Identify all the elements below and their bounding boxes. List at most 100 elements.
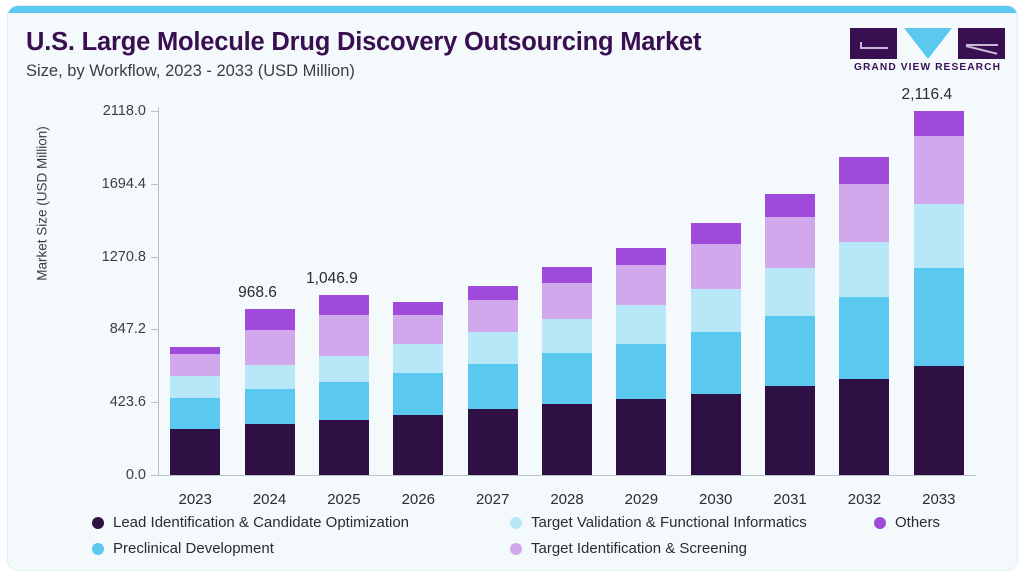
bar-segment[interactable] [318, 420, 369, 475]
bar-segment[interactable] [542, 266, 592, 283]
bar-column[interactable]: 2023 [158, 6, 232, 570]
bar-segment[interactable] [170, 428, 221, 475]
legend-item-label: Lead Identification & Candidate Optimiza… [113, 514, 410, 531]
bar-segment[interactable] [839, 157, 890, 184]
bar-segment[interactable] [467, 363, 518, 410]
bar-segment[interactable] [170, 376, 221, 398]
bar-segment[interactable] [765, 217, 816, 269]
bar-column[interactable]: 2032 [827, 6, 901, 570]
bar-segment[interactable] [244, 330, 295, 366]
bar-column[interactable]: 2027 [456, 6, 530, 570]
stacked-bar[interactable] [542, 266, 592, 475]
bar-segment[interactable] [170, 354, 221, 377]
bar-segment[interactable] [616, 343, 667, 400]
bar-segment[interactable] [244, 308, 295, 330]
bar-segment[interactable] [542, 282, 592, 319]
bar-segment[interactable] [467, 299, 518, 333]
legend-item-label: Target Validation & Functional Informati… [531, 514, 807, 531]
stacked-bar[interactable] [244, 308, 295, 475]
bar-segment[interactable] [690, 331, 741, 395]
x-axis-tick-label: 2029 [624, 491, 659, 508]
stacked-bar[interactable] [765, 194, 816, 475]
bar-segment[interactable] [839, 183, 890, 243]
stacked-bar[interactable] [393, 302, 444, 475]
legend-item[interactable]: Target Identification & Screening [510, 540, 747, 557]
legend-item-label: Target Identification & Screening [531, 540, 747, 557]
bar-segment[interactable] [393, 373, 444, 415]
bar-segment[interactable] [393, 414, 444, 475]
bar-column[interactable]: 2,116.4 2033 [902, 6, 976, 570]
bar-segment[interactable] [839, 297, 890, 380]
bar-column[interactable]: 2026 [381, 6, 455, 570]
logo-v-triangle-icon [904, 28, 952, 59]
bar-segment[interactable] [542, 353, 592, 404]
bar-value-label: 968.6 [238, 283, 277, 301]
y-axis-tick-mark [151, 256, 158, 258]
bar-segment[interactable] [690, 394, 741, 475]
bar-segment[interactable] [318, 381, 369, 421]
bar-segment[interactable] [913, 111, 964, 137]
stacked-bar[interactable] [690, 223, 741, 475]
bar-column[interactable]: 2028 [530, 6, 604, 570]
y-axis-tick-mark [151, 183, 158, 185]
bar-segment[interactable] [839, 242, 890, 298]
legend-item[interactable]: Others [874, 514, 940, 531]
bar-segment[interactable] [393, 314, 444, 345]
legend-item[interactable]: Lead Identification & Candidate Optimiza… [92, 514, 409, 531]
bar-segment[interactable] [765, 194, 816, 218]
bar-segment[interactable] [913, 136, 964, 205]
stacked-bar[interactable] [467, 285, 518, 475]
chart-card: U.S. Large Molecule Drug Discovery Outso… [8, 6, 1017, 570]
legend-row-1: Lead Identification & Candidate Optimiza… [92, 514, 992, 538]
bar-segment[interactable] [244, 365, 295, 390]
bar-segment[interactable] [170, 346, 221, 355]
bar-segment[interactable] [616, 399, 667, 475]
grand-view-research-logo: GRAND VIEW RESEARCH [850, 28, 1005, 80]
bar-segment[interactable] [765, 385, 816, 475]
bar-segment[interactable] [913, 204, 964, 269]
legend-color-swatch-icon [510, 516, 522, 529]
bar-column[interactable]: 2031 [753, 6, 827, 570]
bar-segment[interactable] [170, 397, 221, 429]
bar-segment[interactable] [765, 316, 816, 386]
bar-segment[interactable] [690, 243, 741, 289]
bar-segment[interactable] [542, 318, 592, 354]
bar-segment[interactable] [839, 379, 890, 475]
bar-segment[interactable] [616, 305, 667, 344]
bar-column[interactable]: 1,046.9 2025 [306, 6, 381, 570]
x-axis-tick-label: 2030 [699, 491, 733, 508]
bar-segment[interactable] [318, 314, 369, 356]
bar-segment[interactable] [467, 409, 518, 475]
bar-segment[interactable] [318, 355, 369, 382]
stacked-bar[interactable] [616, 247, 667, 475]
accent-top-bar [8, 6, 1017, 13]
bar-segment[interactable] [542, 403, 592, 475]
bar-segment[interactable] [393, 302, 444, 315]
stacked-bar[interactable] [839, 157, 890, 475]
x-axis-tick-label: 2027 [475, 491, 510, 508]
bar-segment[interactable] [765, 268, 816, 317]
bar-segment[interactable] [244, 424, 295, 475]
stacked-bar[interactable] [318, 295, 369, 475]
bar-segment[interactable] [616, 247, 667, 266]
page-title: U.S. Large Molecule Drug Discovery Outso… [26, 28, 702, 56]
bar-segment[interactable] [467, 285, 518, 300]
bar-segment[interactable] [690, 288, 741, 332]
bar-segment[interactable] [913, 366, 964, 475]
bar-segment[interactable] [467, 332, 518, 364]
bar-segment[interactable] [393, 344, 444, 374]
stacked-bar[interactable] [913, 111, 964, 475]
bar-segment[interactable] [690, 223, 741, 244]
page-subtitle: Size, by Workflow, 2023 - 2033 (USD Mill… [26, 62, 355, 80]
stacked-bar[interactable] [170, 346, 221, 475]
bar-column[interactable]: 2030 [679, 6, 753, 570]
bar-column[interactable]: 968.6 2024 [233, 6, 307, 570]
bar-segment[interactable] [244, 389, 295, 425]
bar-segment[interactable] [913, 268, 964, 367]
bar-column[interactable]: 2029 [604, 6, 678, 570]
legend-item[interactable]: Target Validation & Functional Informati… [510, 514, 807, 531]
legend-item[interactable]: Preclinical Development [92, 540, 274, 557]
bar-segment[interactable] [318, 295, 369, 315]
x-axis-tick-label: 2023 [178, 491, 212, 508]
bar-segment[interactable] [616, 265, 667, 306]
